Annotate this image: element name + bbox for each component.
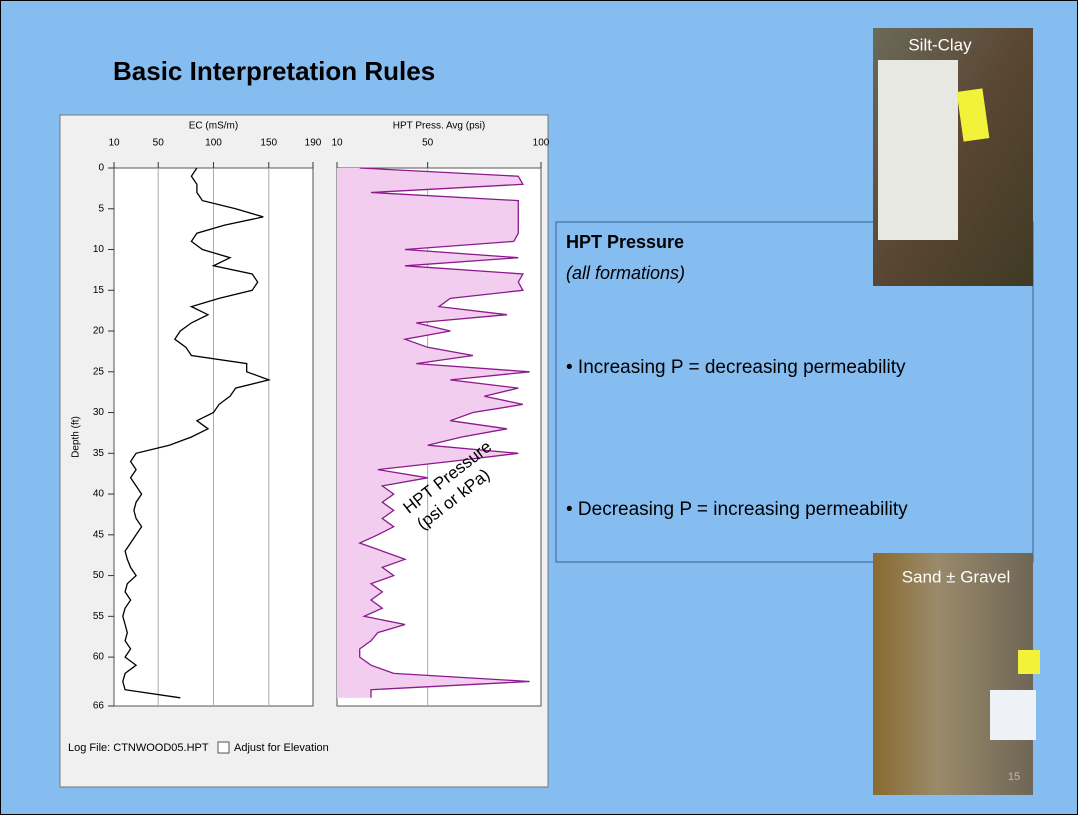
photo-label: Silt-Clay bbox=[908, 35, 972, 54]
y-tick-label: 35 bbox=[93, 448, 105, 459]
slide-title: Basic Interpretation Rules bbox=[113, 56, 435, 86]
axis-title: HPT Press. Avg (psi) bbox=[393, 121, 485, 132]
photo-detail bbox=[878, 60, 958, 240]
checkbox[interactable] bbox=[217, 741, 230, 754]
axis-title: EC (mS/m) bbox=[189, 121, 238, 132]
x-tick-label: 50 bbox=[422, 138, 434, 149]
x-tick-label: 100 bbox=[205, 138, 222, 149]
y-tick-label: 15 bbox=[93, 285, 105, 296]
y-tick-label: 30 bbox=[93, 407, 105, 418]
x-tick-label: 100 bbox=[533, 138, 550, 149]
x-tick-label: 10 bbox=[108, 138, 120, 149]
area-fill bbox=[337, 168, 530, 698]
data-line bbox=[122, 167, 272, 699]
photo-detail bbox=[956, 88, 990, 142]
rule-bullet: • Increasing P = decreasing permeability bbox=[566, 357, 906, 378]
y-tick-label: 20 bbox=[93, 326, 105, 337]
plots: EC (mS/m) 10 50 100 150 190 0 5 10 15 20 25 30 35 40 45… bbox=[71, 121, 550, 712]
y-tick-label: 10 bbox=[93, 244, 105, 255]
y-tick-label: 25 bbox=[93, 366, 105, 377]
x-tick-label: 10 bbox=[331, 138, 343, 149]
y-tick-label: 0 bbox=[98, 163, 104, 174]
photo-detail bbox=[1018, 650, 1040, 674]
y-tick-label: 66 bbox=[93, 701, 105, 712]
x-tick-label: 190 bbox=[305, 138, 322, 149]
rules-heading: HPT Pressure bbox=[566, 232, 684, 252]
photo-detail bbox=[990, 690, 1036, 740]
page-number: 15 bbox=[1008, 771, 1020, 783]
rule-bullet: • Decreasing P = increasing permeability bbox=[566, 499, 908, 520]
y-axis-title: Depth (ft) bbox=[71, 416, 82, 458]
y-tick-label: 55 bbox=[93, 611, 105, 622]
photo-label: Sand ± Gravel bbox=[902, 567, 1011, 586]
y-tick-label: 40 bbox=[93, 489, 105, 500]
photo bbox=[873, 553, 1033, 795]
x-tick-label: 150 bbox=[260, 138, 277, 149]
y-tick-label: 5 bbox=[98, 203, 104, 214]
rules-subheading: (all formations) bbox=[566, 263, 685, 283]
y-tick-label: 60 bbox=[93, 652, 105, 663]
log-file: Log File: CTNWOOD05.HPT bbox=[68, 742, 209, 754]
data-line bbox=[357, 167, 530, 698]
x-tick-label: 50 bbox=[153, 138, 165, 149]
y-tick-label: 45 bbox=[93, 529, 105, 540]
y-tick-label: 50 bbox=[93, 570, 105, 581]
checkbox-label: Adjust for Elevation bbox=[234, 742, 329, 754]
